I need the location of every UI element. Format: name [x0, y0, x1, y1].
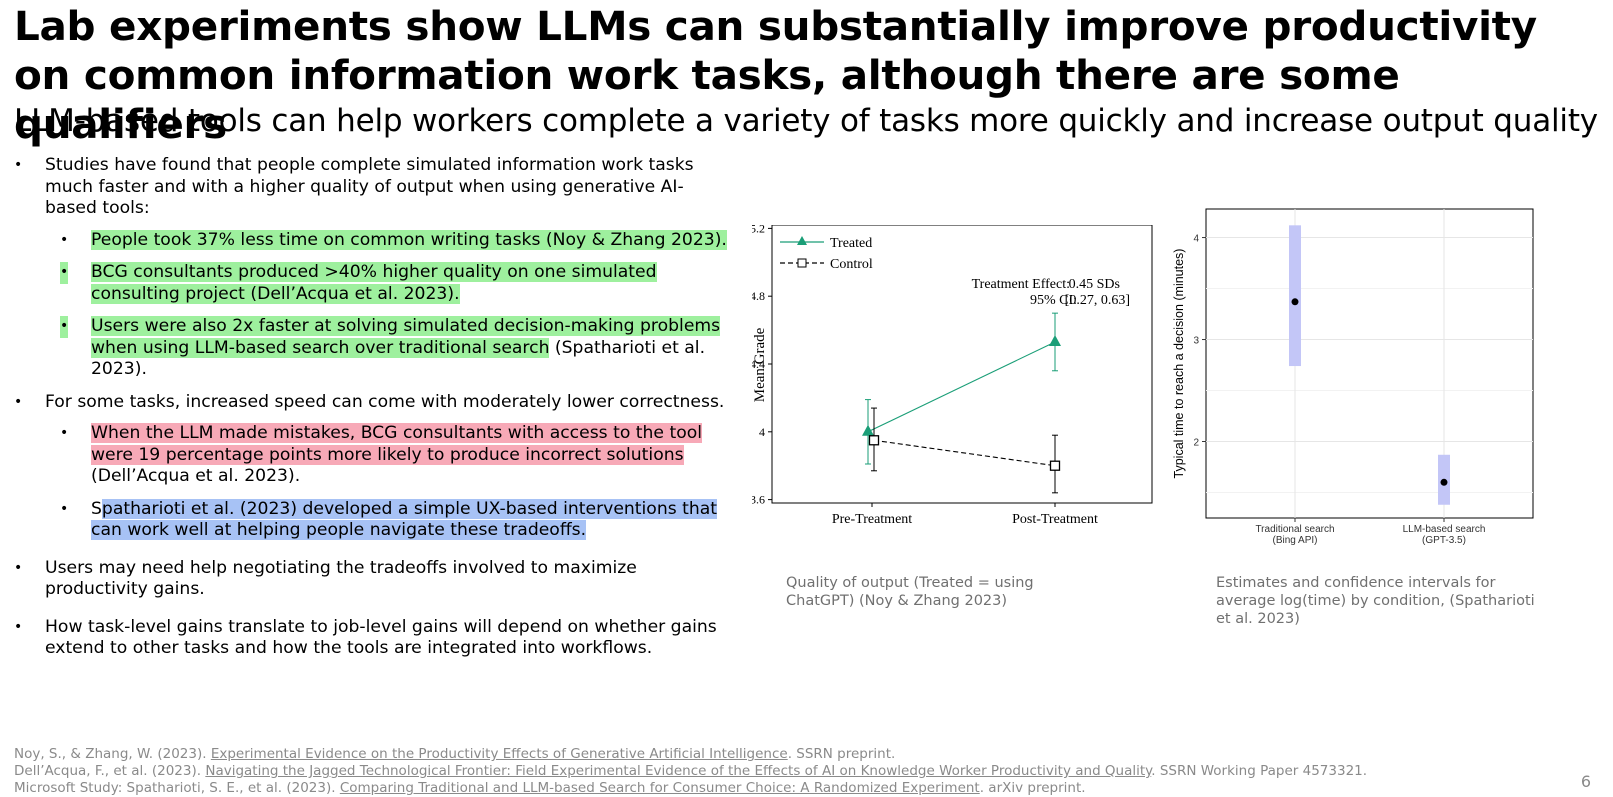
y-tick-label: 3: [1193, 336, 1199, 347]
subbullet-text: People took 37% less time on common writ…: [91, 229, 727, 250]
reference-authors: Noy, S., & Zhang, W. (2023).: [14, 746, 211, 762]
bullet-dot: •: [14, 393, 23, 410]
y-tick-label: 2: [1193, 438, 1199, 449]
bullet-dot: •: [60, 231, 69, 248]
bullet-correctness: • For some tasks, increased speed can co…: [14, 392, 734, 414]
slide-title: Lab experiments show LLMs can substantia…: [14, 2, 1537, 148]
page-number: 6: [1580, 772, 1591, 791]
legend-label: Treated: [830, 236, 872, 251]
y-tick-label: 3.6: [752, 493, 765, 507]
data-point: [1291, 298, 1299, 306]
chart1-caption: Quality of output (Treated = using ChatG…: [786, 575, 1034, 609]
bullet-dot: •: [14, 618, 23, 635]
data-point-treated: [1049, 334, 1061, 346]
series-line-treated: [867, 341, 1056, 433]
reference-spatharioti: Microsoft Study: Spatharioti, S. E., et …: [14, 780, 1367, 797]
subbullet-citation: (Dell’Acqua et al. 2023).: [91, 466, 301, 486]
bullet-dot: •: [60, 316, 69, 338]
data-point-control: [868, 435, 880, 446]
bullet-dot: •: [60, 500, 69, 517]
subbullet-text: patharioti et al. (2023) developed a sim…: [91, 498, 718, 540]
decision-time-chart: 2 3 4 Traditional search(Bing API) LLM-based…: [1172, 208, 1534, 546]
legend-marker: [797, 258, 807, 268]
reference-source: . SSRN Working Paper 4573321.: [1151, 763, 1368, 779]
bullet-text: Studies have found that people complete …: [45, 155, 694, 218]
y-axis-label: Typical time to reach a decision (minute…: [1172, 249, 1186, 479]
y-tick-label: 4: [759, 425, 765, 439]
chart2-caption: Estimates and confidence intervals for a…: [1216, 575, 1535, 627]
subbullet-text: When the LLM made mistakes, BCG consulta…: [91, 423, 703, 465]
references: Noy, S., & Zhang, W. (2023). Experimenta…: [14, 746, 1367, 797]
mean-grade-chart: 3.6 4 4.4 4.8 5.2 Pre-Treatment Post-Treatment…: [752, 225, 1153, 527]
subbullet-text: Users were also 2x faster at solving sim…: [91, 316, 721, 358]
reference-noy: Noy, S., & Zhang, W. (2023). Experimenta…: [14, 746, 1367, 763]
x-tick-label: Traditional search: [1255, 524, 1334, 535]
subbullet-text: BCG consultants produced >40% higher qua…: [91, 262, 657, 304]
reference-link[interactable]: Comparing Traditional and LLM-based Sear…: [339, 780, 980, 796]
reference-source: . arXiv preprint.: [979, 780, 1086, 796]
bullet-dot: •: [60, 425, 69, 441]
bullet-dot: •: [14, 559, 23, 576]
data-point-control: [1049, 460, 1061, 471]
bullet-text: Users may need help negotiating the trad…: [45, 557, 637, 600]
bullet-job-level: • How task-level gains translate to job-…: [14, 617, 734, 660]
bullet-tradeoffs: • Users may need help negotiating the tr…: [14, 558, 734, 601]
y-tick-label: 5.2: [752, 225, 765, 235]
subbullet-decision-speed: • Users were also 2x faster at solving s…: [14, 316, 734, 381]
x-tick-label: LLM-based search: [1403, 524, 1486, 535]
reference-authors: Dell’Acqua, F., et al. (2023).: [14, 763, 206, 779]
reference-source: . SSRN preprint.: [787, 746, 896, 762]
reference-link[interactable]: Experimental Evidence on the Productivit…: [210, 746, 788, 762]
x-tick-label: Pre-Treatment: [832, 512, 912, 527]
y-tick-label: 4.4: [752, 357, 765, 371]
reference-authors: Microsoft Study: Spatharioti, S. E., et …: [14, 780, 340, 796]
plot-frame: [771, 225, 1153, 504]
legend-marker: [797, 236, 807, 245]
reference-link[interactable]: Navigating the Jagged Technological Fron…: [205, 763, 1152, 779]
annotation-value: [0.27, 0.63]: [1065, 293, 1130, 308]
subbullet-citation: (Spatharioti et al. 2023).: [91, 337, 706, 380]
slide-subtitle: LLM-based tools can help workers complet…: [14, 103, 1598, 139]
x-tick-label: (GPT-3.5): [1422, 535, 1466, 546]
bullet-dot: •: [60, 262, 69, 284]
reference-dellacqua: Dell’Acqua, F., et al. (2023). Navigatin…: [14, 763, 1367, 780]
y-tick-label: 4.8: [752, 289, 765, 303]
annotation-label: Treatment Effect:: [972, 277, 1070, 292]
data-point: [1440, 478, 1448, 486]
y-tick-label: 4: [1193, 234, 1199, 245]
annotation-value: 0.45 SDs: [1069, 277, 1120, 292]
bullet-dot: •: [14, 157, 23, 173]
bullet-list: • Studies have found that people complet…: [14, 155, 734, 665]
data-point-treated: [862, 424, 874, 436]
x-tick-label: Post-Treatment: [1012, 512, 1098, 527]
legend-label: Control: [830, 257, 873, 272]
subbullet-ux-intervention: • Spatharioti et al. (2023) developed a …: [14, 498, 734, 542]
bullet-text: For some tasks, increased speed can come…: [45, 391, 725, 412]
plot-frame: [1205, 208, 1534, 519]
y-axis-label: Mean Grade: [752, 327, 768, 402]
subbullet-bcg-quality: • BCG consultants produced >40% higher q…: [14, 262, 734, 305]
series-line-control: [873, 439, 1056, 467]
confidence-interval: [1289, 225, 1301, 367]
subbullet-mistakes: • When the LLM made mistakes, BCG consul…: [14, 423, 734, 488]
x-tick-label: (Bing API): [1272, 535, 1317, 546]
bullet-text: How task-level gains translate to job-le…: [45, 616, 717, 659]
annotation-label: 95% CI:: [1030, 293, 1077, 308]
subbullet-writing: • People took 37% less time on common wr…: [14, 229, 734, 252]
bullet-studies: • Studies have found that people complet…: [14, 155, 734, 220]
subbullet-text-start: S: [91, 498, 102, 519]
